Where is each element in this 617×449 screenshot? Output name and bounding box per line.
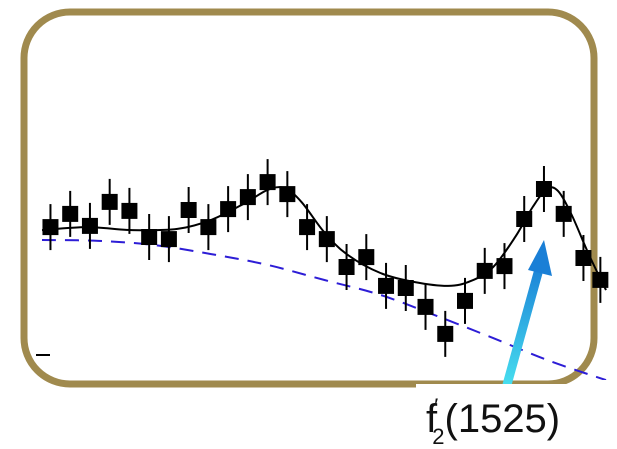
data-point-11 — [239, 174, 256, 221]
data-marker — [180, 202, 197, 218]
data-marker — [417, 298, 434, 315]
data-marker — [279, 186, 296, 203]
chart-frame — [20, 8, 598, 388]
data-marker — [437, 325, 454, 342]
data-marker — [121, 202, 138, 219]
data-point-7 — [160, 216, 177, 263]
data-marker — [397, 280, 414, 296]
data-point-1 — [42, 204, 59, 251]
data-point-19 — [397, 265, 414, 311]
data-point-10 — [220, 186, 237, 233]
data-point-13 — [279, 171, 296, 218]
data-point-29 — [592, 256, 609, 303]
annotation-tail: (1525) — [445, 397, 561, 441]
data-marker — [141, 229, 158, 245]
data-point-27 — [555, 190, 572, 237]
annotation-label: f′ 2(1525) — [426, 394, 560, 449]
data-points — [42, 159, 609, 357]
data-point-2 — [62, 190, 79, 237]
data-marker — [338, 259, 355, 275]
data-point-4 — [101, 178, 118, 225]
data-point-9 — [200, 204, 217, 251]
data-marker — [101, 193, 118, 210]
data-point-16 — [338, 244, 355, 290]
data-marker — [42, 219, 59, 236]
data-marker — [200, 219, 217, 236]
data-point-28 — [575, 235, 592, 281]
data-marker — [160, 231, 177, 248]
data-point-15 — [318, 216, 335, 263]
data-point-20 — [417, 283, 434, 330]
data-marker — [592, 271, 609, 288]
data-marker — [81, 217, 98, 234]
data-marker — [535, 181, 552, 197]
data-marker — [496, 258, 513, 275]
data-marker — [378, 277, 395, 294]
data-point-24 — [496, 243, 513, 290]
data-point-5 — [121, 187, 138, 234]
data-point-17 — [358, 234, 375, 281]
data-point-8 — [180, 187, 197, 233]
data-point-26 — [535, 166, 552, 212]
data-point-3 — [81, 202, 98, 249]
data-point-12 — [259, 159, 276, 206]
annotation-prime: ′ — [434, 394, 438, 419]
annotation-f: f — [426, 397, 438, 441]
data-marker — [62, 205, 79, 222]
data-marker — [575, 250, 592, 266]
data-marker — [220, 201, 237, 218]
data-marker — [318, 231, 335, 248]
data-marker — [358, 249, 375, 266]
data-marker — [457, 292, 473, 309]
data-point-25 — [516, 196, 533, 242]
annotation-label-bg — [416, 384, 617, 449]
data-marker — [516, 211, 533, 227]
annotation-arrow — [500, 240, 552, 397]
data-marker — [299, 219, 316, 236]
data-marker — [239, 189, 256, 206]
data-point-6 — [141, 214, 158, 260]
plot-area — [41, 159, 609, 380]
data-marker — [259, 174, 276, 191]
data-point-23 — [476, 247, 493, 294]
data-point-18 — [378, 262, 395, 309]
data-point-21 — [437, 310, 454, 357]
data-marker — [555, 205, 572, 222]
data-marker — [476, 262, 493, 279]
data-point-22 — [457, 277, 473, 324]
background-curve — [41, 239, 607, 380]
data-point-14 — [299, 204, 316, 251]
annotation-subscript: 2 — [432, 424, 444, 449]
